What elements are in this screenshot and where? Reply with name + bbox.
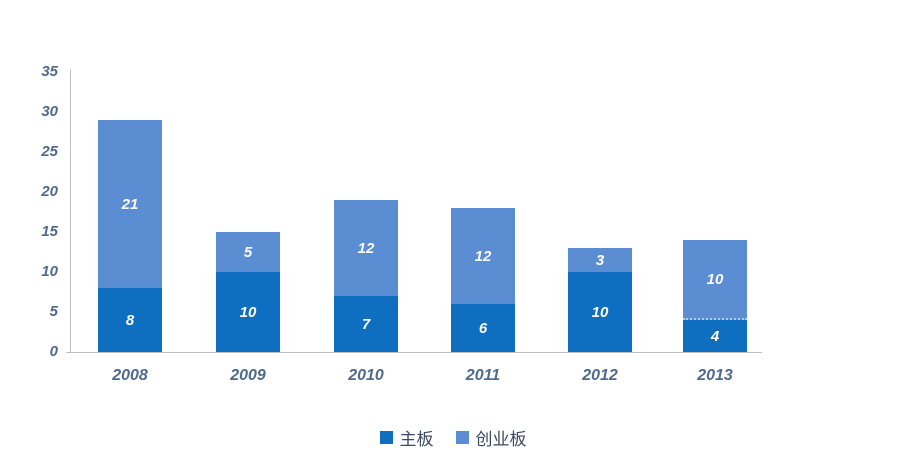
legend-swatch-main-board	[379, 430, 393, 444]
bar-2008-main-board: 8	[98, 288, 162, 352]
x-axis-label-2012: 2012	[582, 367, 618, 384]
bar-2010-chinext: 12	[334, 200, 398, 296]
legend-swatch-chinext	[455, 430, 469, 444]
bar-2008-chinext: 21	[98, 120, 162, 288]
bar-2012-chinext: 3	[568, 248, 632, 272]
y-axis-line	[70, 69, 71, 353]
y-axis-tick-label-20: 20	[41, 183, 58, 200]
y-axis-tick-label-25: 25	[41, 143, 58, 160]
legend-label-main-board: 主板	[399, 429, 434, 449]
bar-2013-chinext: 10	[683, 240, 747, 320]
x-axis-label-2008: 2008	[112, 367, 148, 384]
bar-value-label: 3	[595, 251, 605, 269]
bar-value-label: 8	[125, 311, 135, 329]
bar-value-label: 10	[706, 270, 724, 288]
y-axis-tick-label-10: 10	[41, 263, 58, 280]
x-axis-label-2009: 2009	[230, 367, 266, 384]
bar-2010-main-board: 7	[334, 296, 398, 352]
bar-2013-main-board: 4	[683, 320, 747, 352]
bar-value-label: 10	[591, 303, 609, 321]
y-axis-tick-label-0: 0	[49, 343, 58, 360]
y-axis-tick-label-30: 30	[41, 103, 58, 120]
legend-label-chinext: 创业板	[475, 429, 527, 449]
y-axis-tick-label-15: 15	[41, 223, 58, 240]
bar-2011-main-board: 6	[451, 304, 515, 352]
bar-2009-main-board: 10	[216, 272, 280, 352]
legend-item-chinext: 创业板	[455, 425, 527, 450]
bar-value-label: 21	[121, 195, 139, 213]
x-axis-label-2011: 2011	[465, 367, 501, 384]
bar-value-label: 12	[357, 239, 375, 257]
bar-value-label: 4	[710, 327, 720, 345]
bar-value-label: 5	[243, 243, 253, 261]
bar-value-label: 10	[239, 303, 257, 321]
x-axis-label-2010: 2010	[348, 367, 384, 384]
bar-value-label: 12	[474, 247, 492, 265]
y-axis-tick-label-5: 5	[49, 303, 58, 320]
legend-item-main-board: 主板	[379, 425, 434, 450]
x-axis-label-2013: 2013	[697, 367, 733, 384]
chart-legend: 主板 创业板	[0, 423, 906, 451]
bar-value-label: 7	[361, 315, 371, 333]
bar-value-label: 6	[478, 319, 488, 337]
bar-2011-chinext: 12	[451, 208, 515, 304]
bar-2009-chinext: 5	[216, 232, 280, 272]
x-axis-line	[66, 352, 762, 353]
bar-2012-main-board: 10	[568, 272, 632, 352]
y-axis-tick-label-35: 35	[41, 63, 58, 80]
